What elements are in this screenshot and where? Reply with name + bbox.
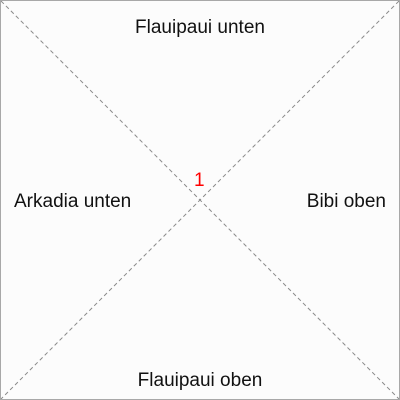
label-left: Arkadia unten — [14, 191, 132, 212]
label-top: Flauipaui unten — [135, 17, 265, 38]
center-mark: 1 — [194, 170, 205, 191]
label-right: Bibi oben — [306, 191, 386, 212]
label-bottom: Flauipaui oben — [137, 370, 263, 391]
